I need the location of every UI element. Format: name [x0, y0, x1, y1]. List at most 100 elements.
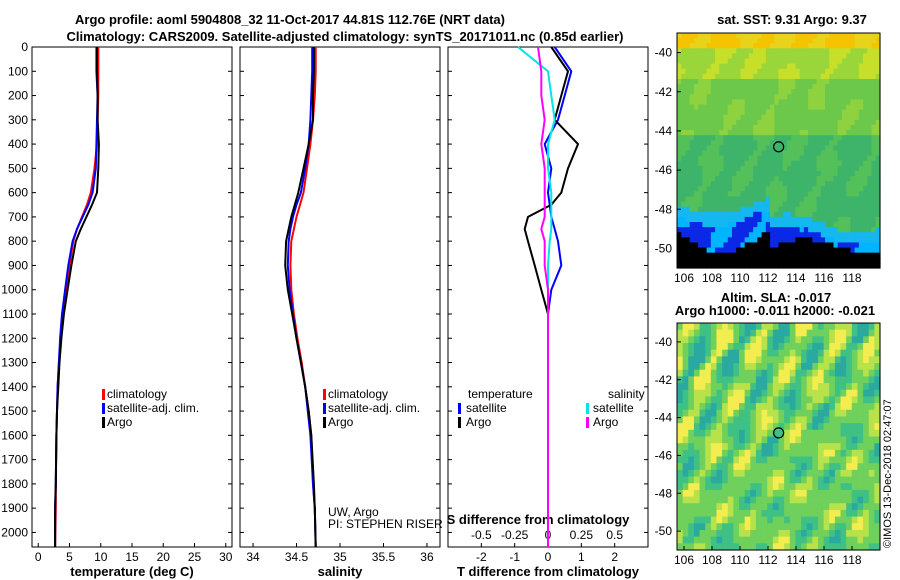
- map-cell: [850, 89, 856, 95]
- map-cell: [702, 58, 708, 65]
- map-cell: [867, 160, 873, 167]
- map-cell: [812, 165, 818, 172]
- map-cell: [753, 160, 758, 167]
- map-cell: [727, 89, 733, 95]
- map-cell: [761, 262, 767, 269]
- map-cell: [722, 363, 729, 371]
- map-cell: [799, 109, 805, 116]
- map-cell: [693, 43, 699, 49]
- map-cell: [710, 536, 718, 544]
- map-cell: [744, 140, 750, 146]
- map-cell: [850, 165, 856, 172]
- map-cell: [808, 155, 813, 162]
- map-cell: [685, 53, 691, 60]
- map-cell: [677, 150, 682, 157]
- map-cell: [867, 38, 873, 44]
- map-cell: [774, 84, 780, 90]
- map-cell: [795, 262, 801, 269]
- map-cell: [772, 336, 780, 344]
- map-cell: [693, 191, 699, 198]
- map-cell: [825, 114, 830, 121]
- map-cell: [840, 323, 847, 331]
- map-cell: [875, 165, 881, 172]
- map-cell: [736, 191, 742, 198]
- map-cell: [875, 73, 881, 80]
- map-cell: [875, 201, 881, 208]
- map-cell: [846, 423, 853, 431]
- map-cell: [699, 336, 706, 344]
- map-cell: [795, 99, 801, 106]
- map-cell: [698, 124, 703, 131]
- map-cell: [757, 63, 763, 70]
- map-cell: [722, 336, 729, 344]
- x-tick-label: 20: [157, 550, 171, 564]
- map-cell: [834, 529, 842, 538]
- map-cell: [706, 227, 712, 233]
- map-cell: [817, 343, 825, 351]
- map-cell: [851, 536, 859, 544]
- map-cell: [727, 483, 734, 491]
- map-cell: [755, 329, 763, 337]
- map-cell: [871, 53, 877, 60]
- map-cell: [719, 186, 725, 192]
- map-cell: [716, 436, 723, 444]
- map-cell: [786, 170, 792, 177]
- map-cell: [757, 170, 763, 177]
- map-cell: [767, 543, 774, 551]
- map-cell: [765, 58, 771, 65]
- map-cell: [689, 114, 695, 121]
- map-cell: [710, 456, 718, 464]
- map-cell: [782, 109, 788, 116]
- map-cell: [716, 396, 723, 404]
- map-cell: [733, 523, 740, 531]
- map-cell: [840, 429, 847, 438]
- map-cell: [812, 396, 819, 404]
- map-cell: [803, 38, 809, 44]
- map-cell: [850, 145, 856, 152]
- map-cell: [841, 140, 847, 146]
- map-cell: [702, 63, 708, 70]
- map-cell: [840, 496, 847, 504]
- map-cell: [837, 73, 843, 80]
- map-cell: [685, 99, 691, 106]
- map-cell: [698, 170, 703, 177]
- map-cell: [833, 222, 839, 228]
- map-cell: [693, 509, 701, 518]
- map-cell: [863, 416, 870, 424]
- map-cell: [820, 124, 826, 131]
- map-cell: [774, 89, 780, 95]
- map-cell: [677, 155, 682, 162]
- map-cell: [677, 135, 682, 141]
- map-cell: [722, 376, 729, 384]
- map-cell: [833, 140, 839, 146]
- map-cell: [816, 58, 822, 65]
- map-cell: [812, 33, 818, 39]
- map-cell: [765, 109, 771, 116]
- map-cell: [799, 140, 805, 146]
- map-cell: [727, 242, 733, 249]
- map-cell: [837, 155, 843, 162]
- map-cell: [765, 176, 771, 182]
- map-cell: [723, 252, 729, 259]
- map-cell: [863, 140, 868, 146]
- map-cell: [846, 94, 851, 101]
- map-cell: [875, 43, 881, 49]
- x-tick-label: 15: [125, 550, 139, 564]
- map-cell: [761, 543, 768, 551]
- map-cell: [795, 68, 801, 75]
- map-cell: [823, 436, 830, 444]
- x-tick-label: 30: [219, 550, 233, 564]
- map-cell: [875, 68, 881, 75]
- map-cell: [722, 423, 729, 431]
- map-cell: [837, 68, 843, 75]
- map-cell: [761, 73, 767, 80]
- map-cell: [715, 216, 720, 223]
- map-cell: [782, 58, 788, 65]
- map-cell: [774, 252, 780, 259]
- map-cell: [863, 343, 870, 351]
- map-cell: [705, 323, 712, 331]
- map-cell: [689, 242, 695, 249]
- map-cell: [874, 503, 881, 511]
- map-cell: [748, 206, 754, 213]
- map-cell: [812, 211, 818, 218]
